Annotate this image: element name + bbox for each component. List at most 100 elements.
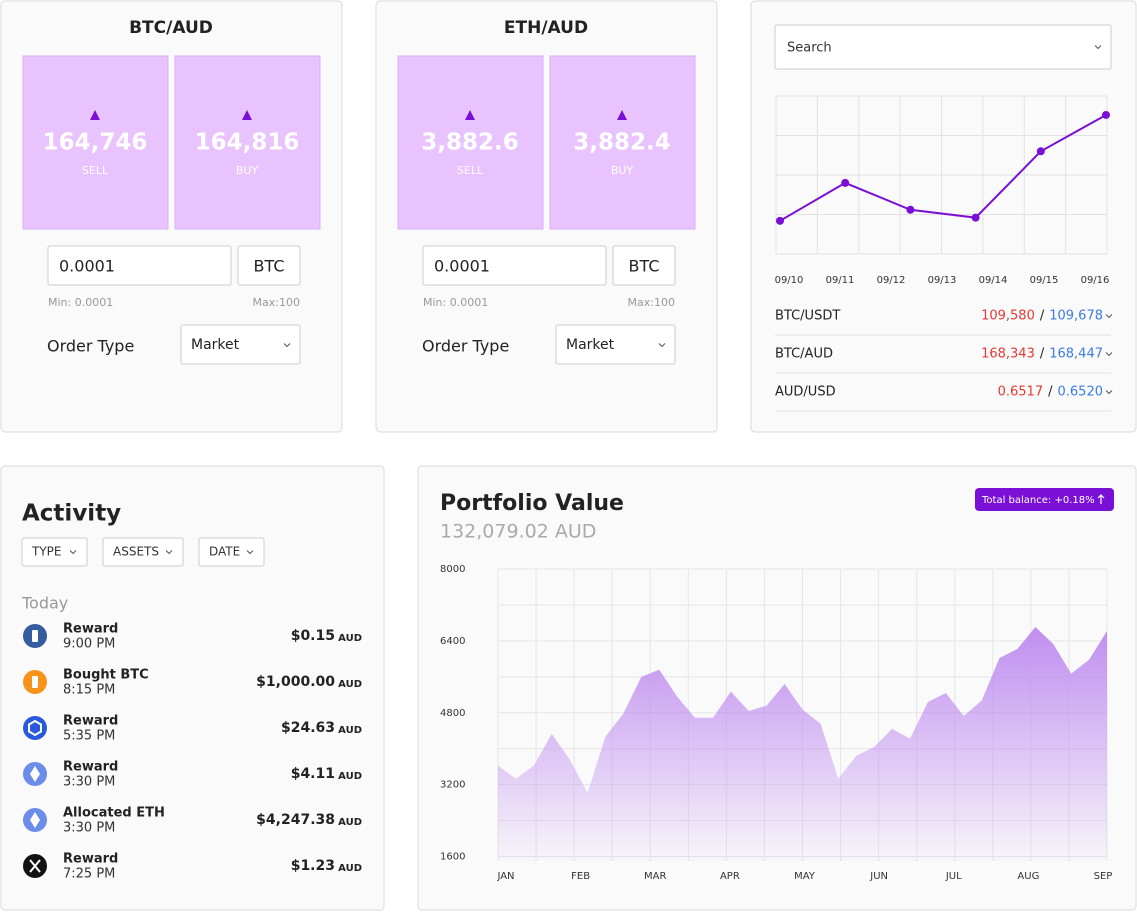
icon-glyph <box>30 766 40 782</box>
rate-bid: 168,343 <box>981 347 1035 362</box>
sell-price: 164,746 <box>43 130 148 156</box>
x-tick-label: JUL <box>945 871 962 882</box>
badge-arrow <box>1097 494 1105 504</box>
x-tick-label: MAR <box>644 871 666 882</box>
buy-box[interactable] <box>174 55 321 230</box>
price-point <box>776 216 784 225</box>
price-point <box>1102 110 1110 119</box>
unit-box[interactable] <box>237 245 301 286</box>
order-type-select[interactable] <box>555 324 676 365</box>
rate-ask: 168,447 <box>1049 347 1103 362</box>
panel-title: BTC/AUD <box>129 18 213 38</box>
icon-glyph <box>29 859 41 873</box>
activity-title: Allocated ETH <box>63 806 165 821</box>
filter-label: DATE <box>209 545 240 559</box>
panel <box>0 465 385 911</box>
max-label: Max:100 <box>253 296 300 309</box>
portfolio-balance: 132,079.02 AUD <box>440 521 596 543</box>
sell-label: SELL <box>82 164 109 177</box>
chevron <box>1105 314 1113 319</box>
x-tick-label: SEP <box>1094 871 1113 882</box>
x-tick-label: APR <box>720 871 740 882</box>
rate-separator: / <box>1040 309 1045 324</box>
buy-box[interactable] <box>549 55 696 230</box>
icon-glyph <box>30 812 40 828</box>
activity-amount: $24.63 <box>281 720 335 736</box>
amount-input[interactable] <box>422 245 607 286</box>
x-tick-label: 09/12 <box>877 275 906 286</box>
icon-glyph <box>28 719 42 737</box>
unit-label: BTC <box>254 257 285 276</box>
filter-button[interactable] <box>21 537 88 567</box>
up-arrow <box>617 110 627 120</box>
x-tick-label: 09/10 <box>775 275 804 286</box>
x-tick-label: JAN <box>496 871 514 882</box>
rate-pair: AUD/USD <box>775 385 836 400</box>
sell-label: SELL <box>457 164 484 177</box>
activity-currency: AUD <box>338 633 362 644</box>
rate-separator: / <box>1048 385 1053 400</box>
min-label: Min: 0.0001 <box>48 296 113 309</box>
filter-label: TYPE <box>31 545 61 559</box>
activity-time: 9:00 PM <box>63 637 115 652</box>
x-tick-label: 09/11 <box>826 275 855 286</box>
rate-separator: / <box>1040 347 1045 362</box>
chevron <box>658 343 666 348</box>
filter-button[interactable] <box>102 537 184 567</box>
buy-label: BUY <box>236 164 259 177</box>
filter-button[interactable] <box>198 537 265 567</box>
area <box>498 626 1107 861</box>
unit-box[interactable] <box>612 245 676 286</box>
x-tick-label: 09/13 <box>928 275 957 286</box>
x-tick-label: FEB <box>571 871 590 882</box>
order-type-select[interactable] <box>180 324 301 365</box>
y-tick-label: 3200 <box>440 780 465 791</box>
search-select[interactable] <box>774 24 1112 70</box>
activity-title: Reward <box>63 852 118 867</box>
amount-value: 0.0001 <box>434 257 490 276</box>
search-placeholder: Search <box>787 41 832 56</box>
badge-text: Total balance: +0.18% <box>981 495 1095 506</box>
order-type-value: Market <box>566 337 615 353</box>
rate-bid: 0.6517 <box>998 385 1044 400</box>
panel-title: ETH/AUD <box>504 18 588 38</box>
price-point <box>906 205 915 214</box>
activity-title: Reward <box>63 622 118 637</box>
portfolio-title: Portfolio Value <box>440 491 624 516</box>
sell-box[interactable] <box>22 55 169 230</box>
max-label: Max:100 <box>628 296 675 309</box>
activity-amount: $1,000.00 <box>256 674 335 690</box>
amount-value: 0.0001 <box>59 257 115 276</box>
order-type-label: Order Type <box>47 337 134 356</box>
y-tick-label: 4800 <box>440 708 465 719</box>
panel <box>750 0 1137 433</box>
activity-time: 3:30 PM <box>63 775 115 790</box>
rate-pair: BTC/AUD <box>775 347 833 362</box>
x-tick-label: MAY <box>794 871 816 882</box>
activity-title: Activity <box>22 501 121 527</box>
order-type-value: Market <box>191 337 240 353</box>
chevron <box>1105 390 1113 395</box>
chevron <box>69 550 77 555</box>
up-arrow <box>465 110 475 120</box>
rate-ask: 109,678 <box>1049 309 1103 324</box>
x-tick-label: AUG <box>1017 871 1039 882</box>
activity-currency: AUD <box>338 679 362 690</box>
filter-label: ASSETS <box>113 545 159 559</box>
activity-currency: AUD <box>338 771 362 782</box>
sell-box[interactable] <box>397 55 544 230</box>
activity-amount: $4,247.38 <box>256 812 335 828</box>
sell-price: 3,882.6 <box>421 130 519 156</box>
activity-amount: $0.15 <box>291 628 335 644</box>
activity-time: 3:30 PM <box>63 821 115 836</box>
amount-input[interactable] <box>47 245 232 286</box>
chevron <box>246 550 254 555</box>
price-line <box>779 114 1107 222</box>
x-tick-label: 09/15 <box>1030 275 1059 286</box>
unit-label: BTC <box>629 257 660 276</box>
balance-badge[interactable] <box>975 488 1114 511</box>
buy-label: BUY <box>611 164 634 177</box>
y-tick-label: 1600 <box>440 852 465 863</box>
activity-title: Bought BTC <box>63 668 149 683</box>
